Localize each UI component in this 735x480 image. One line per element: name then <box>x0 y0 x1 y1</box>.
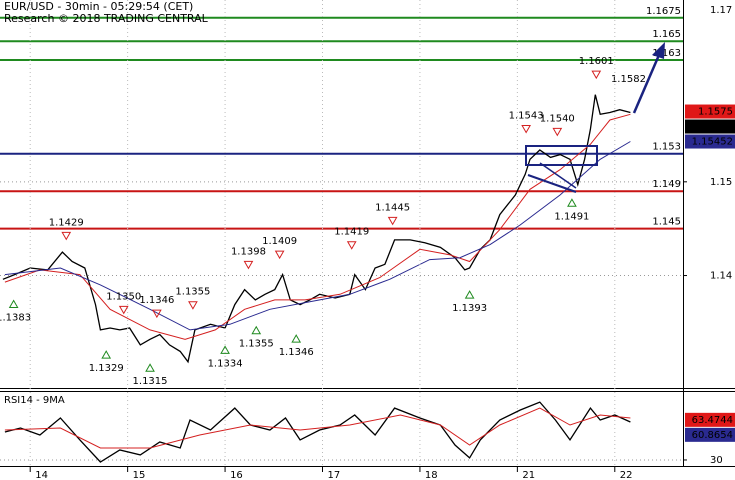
low-label: 1.1334 <box>208 358 243 369</box>
high-marker <box>118 305 129 315</box>
forecast-arrow <box>632 54 661 114</box>
high-marker <box>521 125 531 134</box>
y-tick-label: 30 <box>710 455 723 466</box>
high-label: 1.1350 <box>106 291 141 302</box>
last-value-label: 1.15452 <box>692 137 733 148</box>
last-value-label: 60.8654 <box>692 430 733 441</box>
last-value-box <box>685 427 735 442</box>
y-tick-label: 1.15 <box>710 177 732 188</box>
x-tick-label: 18 <box>425 470 438 480</box>
low-marker <box>567 198 577 207</box>
low-label: 1.1383 <box>0 312 31 323</box>
high-marker <box>591 70 602 80</box>
last-value-box <box>685 119 735 134</box>
high-label: 1.1540 <box>540 113 575 124</box>
last-value-box <box>685 104 735 119</box>
high-marker <box>188 301 198 310</box>
level-label: 1.165 <box>652 29 681 40</box>
high-label: 1.1445 <box>375 202 410 213</box>
note-label: 1.1582 <box>611 74 646 85</box>
high-marker <box>274 250 285 260</box>
level-label: 1.145 <box>652 217 681 228</box>
high-label: 1.1429 <box>49 217 84 228</box>
trend-line <box>539 162 577 189</box>
series-line <box>4 141 631 331</box>
series-line <box>4 113 631 340</box>
low-marker <box>291 334 302 343</box>
x-tick-label: 21 <box>522 470 535 480</box>
y-tick-label: 1.14 <box>710 271 732 282</box>
x-tick-label: 17 <box>328 470 341 480</box>
series-line <box>4 407 631 449</box>
low-label: 1.1315 <box>133 376 168 387</box>
low-marker <box>101 350 112 359</box>
high-label: 1.1398 <box>231 246 266 257</box>
high-label: 1.1409 <box>262 236 297 247</box>
low-label: 1.1393 <box>452 303 487 314</box>
x-tick-label: 14 <box>35 470 48 480</box>
high-marker <box>61 231 72 241</box>
high-marker <box>552 127 563 137</box>
trend-line <box>527 174 577 193</box>
x-tick-label: 15 <box>133 470 146 480</box>
y-tick-label: 1.17 <box>710 5 732 16</box>
arrow-head <box>652 42 665 59</box>
low-marker <box>8 299 19 308</box>
high-marker <box>387 216 398 226</box>
chart-title: EUR/USD - 30min - 05:29:54 (CET) <box>4 0 193 13</box>
low-marker <box>464 290 475 299</box>
high-label: 1.1355 <box>175 287 210 298</box>
high-label: 1.1543 <box>509 111 544 122</box>
high-marker <box>152 309 162 319</box>
low-label: 1.1355 <box>239 339 274 350</box>
low-label: 1.1329 <box>89 363 124 374</box>
high-marker <box>243 260 254 270</box>
last-value-label: 63.4744 <box>692 415 733 426</box>
level-label: 1.1675 <box>646 6 681 17</box>
low-label: 1.1491 <box>554 211 589 222</box>
high-label: 1.1419 <box>334 227 369 238</box>
x-tick-label: 22 <box>620 470 633 480</box>
chart-subtitle: Research © 2018 TRADING CENTRAL <box>4 12 209 25</box>
range-box <box>525 145 598 166</box>
low-marker <box>220 345 230 354</box>
last-value-label: 1.15749 <box>692 122 733 133</box>
high-marker <box>346 241 357 250</box>
low-marker <box>251 325 262 335</box>
high-label: 1.1346 <box>139 295 174 306</box>
last-value-box <box>685 412 735 427</box>
level-label: 1.163 <box>652 48 681 59</box>
last-value-box <box>685 134 735 149</box>
low-marker <box>145 363 155 372</box>
high-label: 1.1601 <box>579 56 614 67</box>
level-label: 1.149 <box>652 179 681 190</box>
x-tick-label: 16 <box>230 470 243 480</box>
last-value-label: 1.1575 <box>698 107 733 118</box>
level-label: 1.153 <box>652 142 681 153</box>
indicator-title: RSI14 - 9MA <box>4 395 65 406</box>
low-label: 1.1346 <box>279 347 314 358</box>
